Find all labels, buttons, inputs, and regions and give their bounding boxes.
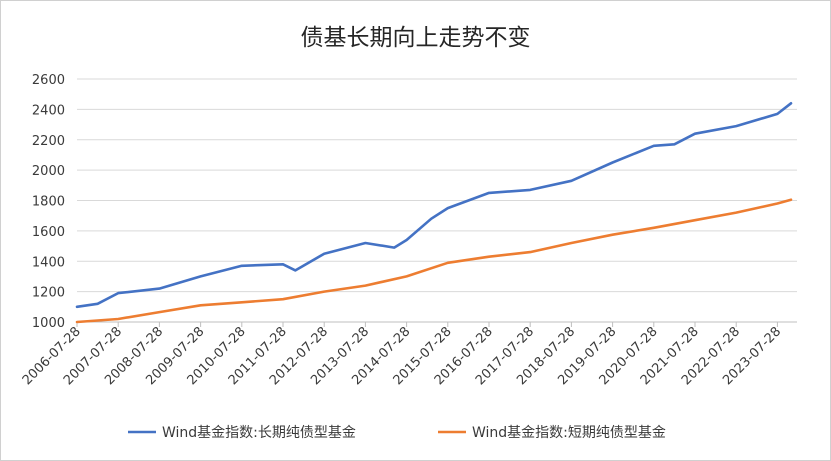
series-lines [75, 102, 793, 324]
y-tick-label: 2600 [32, 73, 65, 88]
x-axis-ticks: 2006-07-282007-07-282008-07-282009-07-28… [20, 322, 784, 388]
y-tick-label: 1800 [32, 195, 65, 210]
y-tick-label: 2200 [32, 134, 65, 149]
gridlines [77, 78, 797, 323]
legend-label-1: Wind基金指数:长期纯债型基金 [162, 424, 356, 441]
y-tick-label: 1000 [32, 316, 65, 331]
y-tick-label: 1200 [32, 286, 65, 301]
y-tick-label: 2000 [32, 164, 65, 179]
series-line-2 [75, 198, 793, 324]
y-tick-label: 1400 [32, 255, 65, 270]
y-tick-label: 1600 [32, 225, 65, 240]
legend-label-2: Wind基金指数:短期纯债型基金 [472, 424, 666, 441]
legend: Wind基金指数:长期纯债型基金 Wind基金指数:短期纯债型基金 [128, 424, 666, 441]
y-axis-ticks: 1000 1200 1400 1600 1800 2000 2200 2400 2600 [32, 73, 65, 331]
series-line-1 [75, 102, 793, 309]
chart-title: 债基长期向上走势不变 [300, 25, 531, 51]
y-tick-label: 2400 [32, 103, 65, 118]
